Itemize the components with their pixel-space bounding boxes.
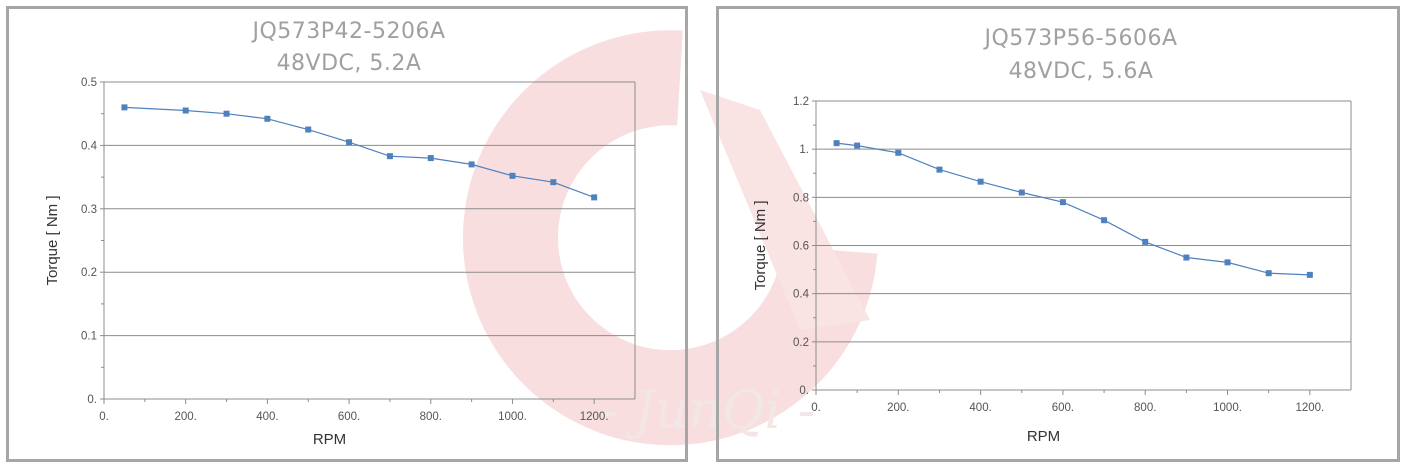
data-point <box>223 110 230 117</box>
series-line <box>836 142 1310 276</box>
x-tick-label: 0. <box>811 402 821 414</box>
x-tick-label: 600. <box>1052 402 1074 414</box>
y-tick-label: 0.2 <box>793 337 809 349</box>
data-point <box>509 172 516 179</box>
y-tick-label: 0. <box>87 394 97 406</box>
x-tick-label: 1200. <box>580 411 609 423</box>
chart-title: JQ573P56-5606A <box>982 26 1177 51</box>
chart-panel-1: JQ573P42-5206A 48VDC, 5.2A 0. 0.1 0.2 0.3 0.4 0… <box>6 6 688 462</box>
x-tick-label: 400. <box>256 411 278 423</box>
data-point <box>1224 259 1231 266</box>
x-tick-label: 400. <box>969 402 991 414</box>
y-tick-label: 0.4 <box>793 289 810 301</box>
data-point <box>1101 217 1108 224</box>
y-tick-label: 1.2 <box>793 96 809 108</box>
data-point <box>854 142 861 149</box>
chart-panel-2: JQ573P56-5606A 48VDC, 5.6A 0. 0.2 0.4 0.6 0.8 1… <box>716 6 1400 462</box>
x-axis-label: RPM <box>313 431 346 448</box>
series-line <box>124 106 595 198</box>
data-point <box>1183 254 1190 261</box>
y-axis-label: Torque [ Nm ] <box>752 200 769 290</box>
y-tick-label: 0.2 <box>81 267 97 279</box>
x-tick-label: 1200. <box>1295 402 1324 414</box>
y-tick-label: 0.3 <box>81 204 97 216</box>
data-point <box>468 161 475 168</box>
y-tick-label: 0.6 <box>793 241 809 253</box>
data-point <box>1059 199 1066 206</box>
data-point <box>895 149 902 156</box>
x-tick-label: 800. <box>1134 402 1156 414</box>
x-tick-label: 0. <box>99 411 109 423</box>
data-point <box>936 166 943 173</box>
data-point <box>346 139 353 146</box>
y-tick-label: 0. <box>799 385 809 397</box>
data-point <box>182 107 189 114</box>
data-point <box>833 140 840 147</box>
data-point <box>591 194 598 201</box>
data-point <box>386 153 393 160</box>
data-point <box>977 178 984 185</box>
y-tick-label: 1. <box>799 144 809 156</box>
data-point <box>1018 189 1025 196</box>
y-tick-label: 0.1 <box>81 331 97 343</box>
data-point <box>121 104 128 111</box>
data-point <box>550 179 557 186</box>
data-point <box>264 115 271 122</box>
y-tick-label: 0.8 <box>793 192 809 204</box>
chart-subtitle: 48VDC, 5.2A <box>277 51 422 76</box>
chart-subtitle: 48VDC, 5.6A <box>1009 59 1154 84</box>
x-tick-label: 200. <box>174 411 196 423</box>
x-tick-label: 800. <box>420 411 442 423</box>
x-tick-label: 1000. <box>498 411 527 423</box>
y-tick-label: 0.4 <box>81 140 98 152</box>
data-point <box>1142 238 1149 245</box>
data-point <box>427 155 434 162</box>
y-tick-label: 0.5 <box>81 77 97 89</box>
data-point <box>1265 270 1272 277</box>
x-tick-label: 600. <box>338 411 360 423</box>
data-point <box>1306 271 1313 278</box>
torque-chart-2: JQ573P56-5606A 48VDC, 5.6A 0. 0.2 0.4 0.6 0.8 1… <box>752 26 1352 445</box>
x-tick-label: 1000. <box>1213 402 1242 414</box>
x-tick-label: 200. <box>887 402 909 414</box>
y-axis-label: Torque [ Nm ] <box>44 195 61 285</box>
x-axis-label: RPM <box>1027 428 1060 445</box>
data-point <box>305 126 312 133</box>
chart-title: JQ573P42-5206A <box>250 19 445 44</box>
